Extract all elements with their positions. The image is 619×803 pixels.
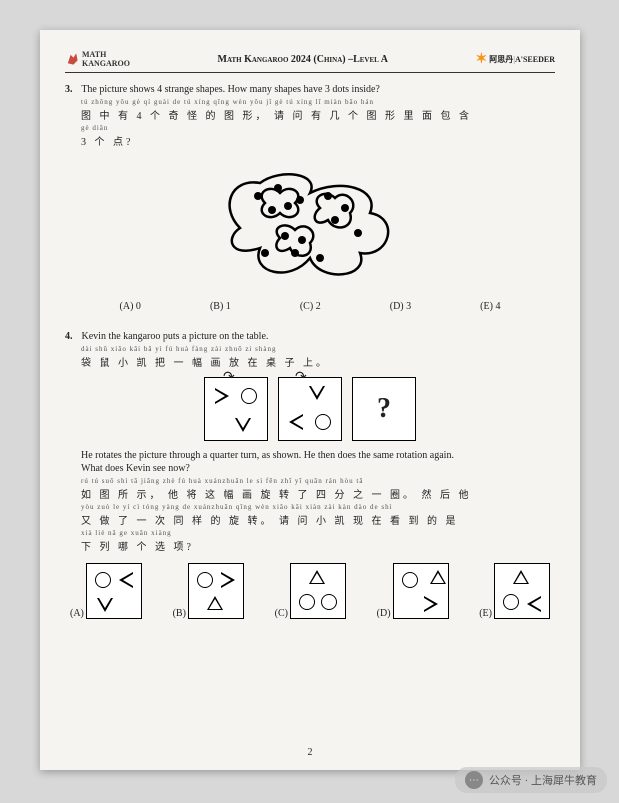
q3-chinese-2: 3 个 点? [81,133,555,148]
rotate-arrow-icon: ↷ [295,369,307,386]
q4-opt-d: (D) [377,563,449,619]
watermark-prefix: 公众号 · [489,775,531,787]
q3-opt-e: (E) 4 [480,301,500,312]
wechat-icon: ⋯ [465,771,483,789]
brand-en: A'SEEDER [515,55,555,64]
q3-pinyin-2: gè diǎn [81,124,555,132]
q3-chinese-1: 图 中 有 4 个 奇 怪 的 图 形， 请 问 有 几 个 图 形 里 面 包… [81,107,555,122]
page-number: 2 [40,747,580,758]
exam-page: MATH KANGAROO Math Kangaroo 2024 (China)… [40,30,580,770]
q3-number: 3. [65,83,79,96]
q3-opt-c: (C) 2 [300,301,321,312]
q3-options: (A) 0 (B) 1 (C) 2 (D) 3 (E) 4 [85,301,535,312]
sponsor-logo: ✶ 阿思丹 | A'SEEDER [475,51,555,68]
q4-pinyin-1: dài shǔ xiǎo kǎi bǎ yì fú huà fàng zài z… [81,345,555,353]
q4-number: 4. [65,330,79,343]
kangaroo-icon [65,52,79,66]
q4-pinyin-3: yòu zuò le yí cì tóng yàng de xuánzhuǎn … [81,503,555,511]
question-4: 4. Kevin the kangaroo puts a picture on … [65,330,555,619]
q4-chinese-1: 袋 鼠 小 凯 把 一 幅 画 放 在 桌 子 上。 [81,354,555,369]
tile-3: ? [352,377,416,441]
q4-chinese-4: 下 列 哪 个 选 项? [81,538,555,553]
q3-pinyin-1: tú zhōng yǒu gè qí guài de tú xíng qǐng … [81,98,555,106]
page-title: Math Kangaroo 2024 (China) –Level A [130,54,475,65]
q4-opt-c: (C) [275,563,346,619]
brand-cn: 阿思丹 [489,54,513,65]
q4-chinese-3: 又 做 了 一 次 同 样 的 旋 转。 请 问 小 凯 现 在 看 到 的 是 [81,512,555,527]
question-3: 3. The picture shows 4 strange shapes. H… [65,83,555,312]
question-mark: ? [353,378,415,440]
q3-opt-d: (D) 3 [390,301,411,312]
q4-english-2: He rotates the picture through a quarter… [81,449,555,462]
q4-opt-b: (B) [173,563,244,619]
page-header: MATH KANGAROO Math Kangaroo 2024 (China)… [65,50,555,73]
watermark-name: 上海犀牛教育 [531,775,597,787]
q4-opt-a: (A) [70,563,142,619]
q4-opt-e: (E) [479,563,550,619]
q3-figure [65,158,555,291]
q4-pinyin-4: xià liè nǎ ge xuǎn xiàng [81,529,555,537]
logo-text-2: KANGAROO [82,59,130,68]
rotate-arrow-icon: ↷ [223,369,235,386]
q4-chinese-2: 如 图 所 示， 他 将 这 幅 画 旋 转 了 四 分 之 一 圈。 然 后 … [81,486,555,501]
q3-opt-b: (B) 1 [210,301,231,312]
q3-opt-a: (A) 0 [120,301,141,312]
strange-shapes-diagram [210,158,410,288]
q4-rotation-tiles: ↷ ↷ ? [65,377,555,441]
tile-2 [278,377,342,441]
q3-english: The picture shows 4 strange shapes. How … [81,84,380,95]
q4-english-3: What does Kevin see now? [81,462,555,475]
tile-1 [204,377,268,441]
wechat-watermark: ⋯ 公众号 · 上海犀牛教育 [455,767,607,793]
q4-pinyin-2: rú tú suǒ shì tā jiāng zhè fú huà xuánzh… [81,477,555,485]
logo-text-1: MATH [82,50,106,59]
q4-answer-options: (A) (B) (C) [70,563,550,619]
math-kangaroo-logo: MATH KANGAROO [65,50,130,68]
q4-english-1: Kevin the kangaroo puts a picture on the… [82,331,269,342]
star-icon: ✶ [475,51,487,68]
